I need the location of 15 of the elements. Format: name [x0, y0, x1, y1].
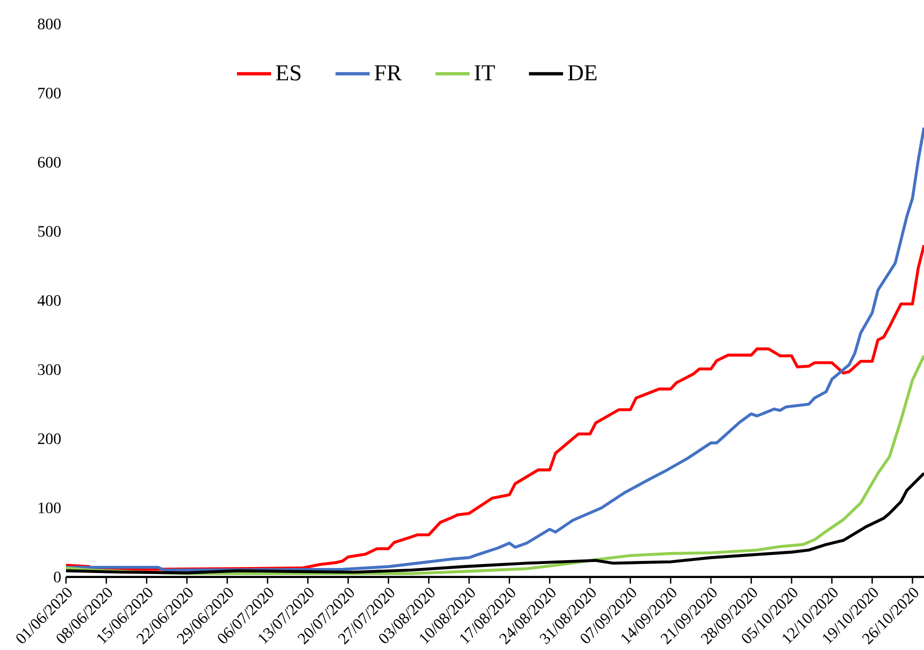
line-series	[66, 472, 924, 574]
line-series	[66, 126, 924, 572]
y-tick-label: 100	[38, 502, 61, 514]
y-tick-label: 400	[38, 295, 61, 306]
legend-label: IT	[474, 65, 495, 80]
y-tick-label: 300	[38, 364, 61, 376]
y-tick-label: 800	[38, 18, 61, 30]
y-tick-label: 600	[38, 156, 61, 168]
legend-label: DE	[568, 65, 596, 80]
legend-label: ES	[276, 65, 300, 80]
y-tick-label: 200	[38, 433, 61, 444]
y-tick-label: 700	[38, 88, 61, 99]
y-tick-label: 0	[54, 572, 61, 582]
y-tick-label: 500	[38, 226, 61, 237]
legend-label: FR	[374, 65, 402, 80]
